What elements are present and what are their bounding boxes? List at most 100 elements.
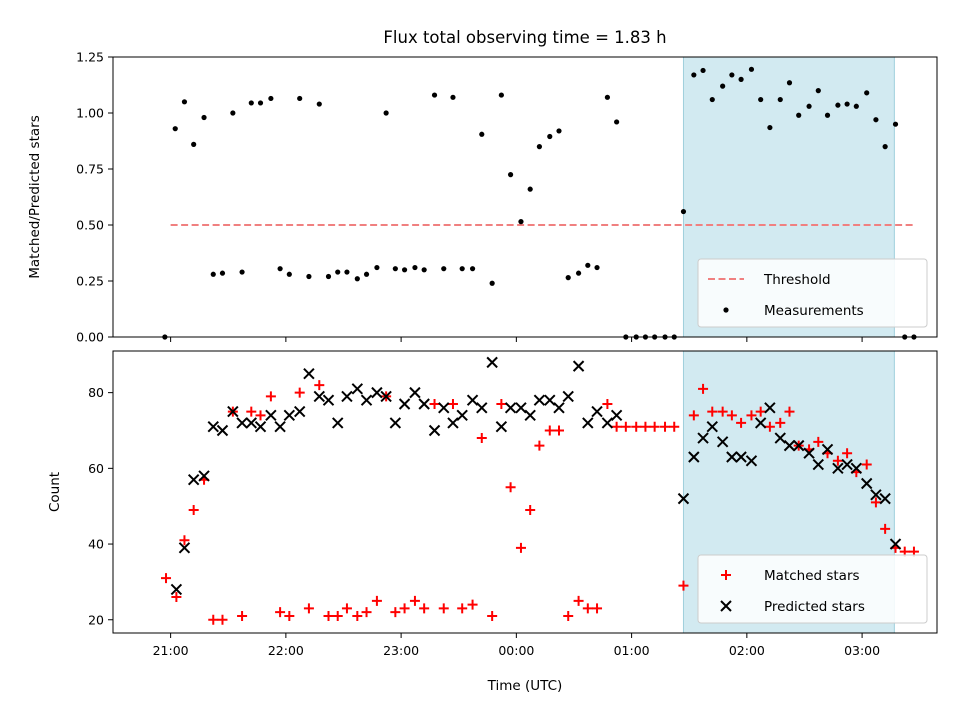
matched-star-point [179, 535, 190, 546]
measurement-point [459, 266, 465, 272]
legend-box [697, 554, 928, 624]
matched-star-point [275, 607, 286, 618]
measurement-point [786, 80, 793, 86]
measurement-point [777, 96, 783, 103]
matched-star-point [246, 406, 257, 417]
ratio-panel: 0.00 0.25 0.50 0.75 1.00 1.25 Threshold Measure… [76, 50, 938, 345]
measurement-point [873, 117, 879, 123]
matched-star-point [171, 592, 182, 603]
matched-star-point [409, 595, 420, 606]
predicted-star-point [398, 398, 411, 410]
predicted-star-point [870, 489, 882, 501]
matched-star-point [861, 459, 872, 470]
matched-star-point [457, 603, 468, 614]
measurement-point [354, 276, 360, 282]
measurement-point [286, 271, 292, 277]
predicted-star-point [533, 394, 546, 406]
legend-label: Threshold [763, 272, 831, 288]
measurement-point [853, 103, 859, 109]
predicted-star-point [697, 432, 709, 444]
measurement-point [758, 96, 764, 103]
matched-star-point [505, 482, 516, 493]
predicted-star-point [389, 417, 402, 429]
predicted-star-point [610, 409, 623, 422]
measurement-point [239, 269, 245, 275]
bottom-y-axis-label: Count [47, 472, 63, 512]
measurement-point [748, 66, 755, 72]
predicted-star-point [313, 390, 325, 403]
predicted-star-point [371, 386, 383, 399]
measurement-point [219, 270, 226, 276]
matched-star-point [631, 421, 642, 432]
measurement-point [604, 94, 611, 100]
x-tick-label: 00:00 [498, 643, 534, 658]
measurement-point [882, 144, 888, 150]
measurement-point [507, 172, 514, 178]
measurement-point [700, 67, 706, 74]
matched-star-point [303, 603, 314, 614]
matched-star-point [332, 610, 343, 621]
predicted-star-point [236, 417, 248, 429]
matched-star-point [429, 398, 440, 409]
y-tick-label: 20 [88, 612, 104, 627]
measurement-point [489, 280, 495, 286]
x-tick-label: 03:00 [844, 643, 880, 658]
measurement-point [383, 110, 389, 116]
measurement-point [824, 112, 831, 118]
predicted-star-point [322, 394, 335, 406]
x-axis-label: Time (UTC) [487, 678, 563, 694]
measurement-point [796, 112, 802, 118]
predicted-star-point [553, 402, 565, 414]
measurement-point [835, 102, 841, 108]
matched-star-point [496, 398, 507, 409]
measurement-point [431, 92, 438, 98]
legend-label: Matched stars [764, 568, 860, 584]
matched-star-point [371, 595, 382, 606]
predicted-star-point [227, 405, 239, 418]
measurement-point [297, 95, 303, 102]
matched-star-point [832, 455, 843, 466]
measurement-point [201, 114, 207, 121]
y-tick-label: 1.00 [76, 106, 104, 121]
measurement-point [172, 126, 178, 132]
matched-star-point [265, 391, 276, 402]
legend-measurement-swatch [723, 307, 729, 313]
predicted-star-point [486, 356, 498, 369]
matched-star-point [755, 406, 766, 417]
axes-frame [112, 56, 938, 338]
matched-star-point [208, 614, 219, 625]
matched-star-point [775, 417, 786, 428]
measurement-point [230, 110, 236, 116]
matched-star-point [813, 436, 824, 447]
matched-star-point [217, 614, 228, 625]
predicted-star-point [476, 402, 488, 414]
measurement-point [498, 92, 504, 98]
legend-matched-swatch [721, 570, 731, 580]
measurement-point [450, 94, 456, 100]
x-tick-label: 02:00 [729, 643, 765, 658]
measurement-point [325, 273, 332, 280]
measurement-point [547, 133, 553, 140]
matched-star-point [284, 610, 295, 621]
count-panel: 21:00 22:00 23:00 00:00 01:00 02:00 03:00 20 40 6… [88, 350, 938, 658]
predicted-star-point [860, 477, 873, 490]
predicted-star-point [216, 424, 229, 437]
predicted-star-point [245, 417, 258, 429]
predicted-star-point [466, 394, 479, 406]
measurement-point [248, 100, 254, 106]
y-tick-label: 0.25 [76, 274, 104, 289]
matched-star-point [746, 410, 757, 421]
predicted-star-point [792, 439, 805, 452]
matched-star-point [611, 421, 622, 432]
measurement-point [392, 266, 398, 272]
predicted-star-point [170, 583, 183, 596]
matched-star-point [640, 421, 651, 432]
predicted-star-point [332, 417, 344, 429]
matched-star-point [553, 425, 564, 436]
measurement-point [210, 271, 216, 277]
measurement-point [614, 119, 620, 125]
y-tick-label: 60 [88, 461, 104, 476]
matched-star-point [602, 398, 613, 409]
matched-star-point [314, 380, 325, 391]
